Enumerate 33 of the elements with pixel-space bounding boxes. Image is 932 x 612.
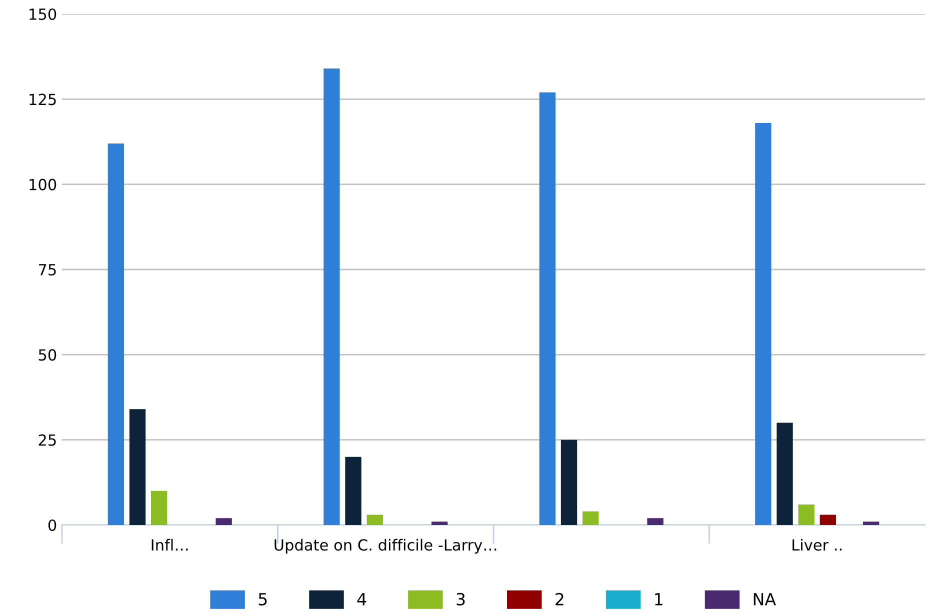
y-tick-label: 75 [38, 264, 56, 276]
legend-label: NA [754, 593, 776, 606]
bar [820, 514, 836, 525]
bar [108, 143, 124, 525]
bar [776, 422, 793, 525]
x-tick-label: Liver .. [792, 538, 842, 551]
y-tick-label: 25 [38, 434, 56, 446]
bar [798, 504, 814, 525]
y-tick-label: 0 [48, 519, 56, 532]
bar [539, 92, 556, 525]
legend-label: 3 [456, 592, 465, 606]
bar [862, 522, 880, 525]
bar [582, 511, 599, 525]
y-tick-label: 100 [30, 178, 56, 190]
x-tick-label: Infl… [152, 538, 188, 550]
legend-label: 1 [655, 593, 662, 606]
bar [150, 490, 168, 525]
bar [366, 514, 383, 525]
legend-label: 5 [258, 593, 267, 606]
legend-label: 4 [357, 593, 366, 606]
bar [431, 522, 448, 525]
legend-label: 2 [556, 592, 564, 606]
bar [216, 518, 232, 525]
y-tick-label: 125 [30, 94, 56, 106]
bar [324, 68, 340, 525]
bar [647, 518, 664, 525]
bar [129, 409, 146, 525]
y-tick-label: 50 [38, 349, 56, 361]
bar [560, 440, 578, 525]
bar [345, 456, 362, 525]
x-tick-label: Update on C. difficile -Larry… [274, 538, 496, 554]
y-tick-label: 150 [30, 8, 56, 20]
bar [755, 123, 772, 525]
